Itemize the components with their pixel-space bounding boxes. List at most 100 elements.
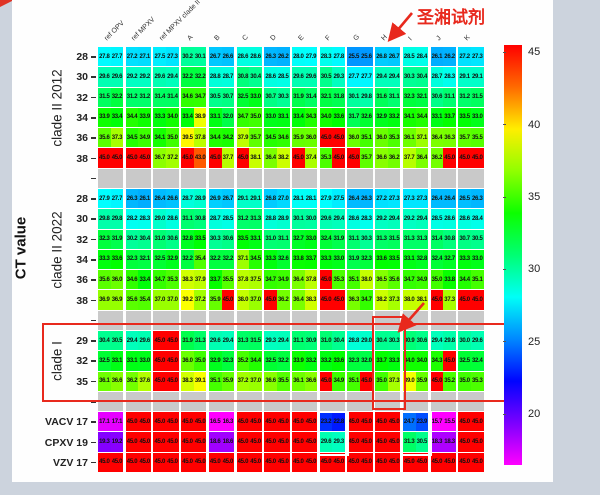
heatmap-cell: 35.1 [470,270,484,290]
heatmap-cell: 45.0 [304,412,318,432]
heatmap-cell: 34.3 [304,107,318,128]
heatmap-cell: 26.3 [264,47,277,67]
heatmap-cell: 45.0 [153,432,167,452]
heatmap-cell: 25.5 [347,47,361,67]
heatmap-cell: 33.1 [430,107,444,128]
heatmap-cell: 18.6 [221,432,235,452]
heatmap-cell: 45.0 [387,452,401,472]
heatmap-cell: 38.3 [304,290,318,310]
colorbar-tick-mark [503,413,506,415]
colorbar-tick-mark [503,124,506,126]
heatmap-cell: 29.8 [360,87,373,107]
separator-cell [166,310,179,330]
heatmap-cell: 28.4 [415,47,429,67]
heatmap-cell: 24.7 [402,412,416,432]
heatmap-cell: 45.0 [236,432,250,452]
heatmap-cell: 36.4 [292,270,305,290]
heatmap-cell: 45.0 [221,452,235,472]
heatmap-cell: 45.0 [360,371,373,391]
heatmap-cell: 27.9 [304,47,318,67]
heatmap-cell: 33.9 [292,351,305,371]
heatmap-cell: 45.0 [249,412,262,432]
heatmap-cell: 37.8 [193,128,207,148]
heatmap-cell: 45.0 [470,412,484,432]
heatmap-cell: 34.3 [430,351,444,371]
heatmap-cell: 28.6 [347,209,361,229]
heatmap-cell: 32.3 [125,249,139,270]
heatmap-cell: 29.4 [125,331,139,351]
heatmap-cell: 45.0 [443,452,456,472]
heatmap-cell: 28.1 [292,189,305,209]
heatmap-cell: 34.0 [415,351,429,371]
heatmap-cell: 36.4 [264,148,277,168]
heatmap-cell: 27.8 [332,47,346,67]
separator-cell [292,168,305,188]
heatmap-cell: 33.0 [264,107,277,128]
heatmap-cell: 45.0 [166,331,179,351]
heatmap-cell: 36.4 [430,128,444,148]
heatmap-cell: 33.3 [458,249,471,270]
heatmap-cell: 35.0 [166,128,179,148]
heatmap-cell: 34.2 [221,128,235,148]
heatmap-cell: 35.7 [458,128,471,148]
separator-cell [304,168,318,188]
heatmap-cell: 37.2 [236,371,250,391]
heatmap-cell: 45.0 [236,412,250,432]
heatmap-cell: 30.3 [276,87,290,107]
heatmap-cell: 45.0 [110,148,124,168]
heatmap-cell: 45.0 [458,412,471,432]
heatmap-cell: 45.0 [430,371,444,391]
heatmap-cell: 34.4 [249,351,262,371]
separator-cell [276,168,290,188]
row-tick-mark [91,299,96,302]
heatmap-cell: 38.2 [276,148,290,168]
heatmap-cell: 45.0 [264,290,277,310]
heatmap-cell: 27.7 [110,47,124,67]
row-tick-mark [91,177,96,180]
heatmap-cell: 45.0 [292,148,305,168]
heatmap-cell: 31.5 [249,331,262,351]
heatmap-cell: 37.7 [402,148,416,168]
heatmap-cell: 35.2 [236,351,250,371]
heatmap-cell: 45.0 [347,412,361,432]
heatmap-cell: 33.2 [387,107,401,128]
heatmap-cell: 37.3 [443,290,456,310]
heatmap-cell: 32.2 [276,351,290,371]
heatmap-cell: 32.0 [221,107,235,128]
heatmap-cell: 29.2 [402,209,416,229]
row-tick-mark [91,279,96,281]
heatmap-cell: 29.4 [221,331,235,351]
separator-cell [236,310,250,330]
heatmap-cell: 45.0 [360,412,373,432]
heatmap-cell: 45.0 [138,148,152,168]
heatmap-cell: 30.2 [181,47,194,67]
heatmap-cell: 35.0 [458,371,471,391]
separator-cell [193,310,207,330]
heatmap-cell: 29.3 [332,67,346,87]
heatmap-cell: 45.0 [221,290,235,310]
heatmap-cell: 30.3 [208,229,222,249]
heatmap-cell: 31.6 [375,87,388,107]
separator-cell [292,310,305,330]
heatmap-cell: 27.2 [375,189,388,209]
heatmap-cell: 31.9 [110,229,124,249]
heatmap-cell: 35.5 [276,371,290,391]
heatmap-cell: 34.5 [125,128,139,148]
heatmap-cell: 31.0 [153,229,167,249]
heatmap-cell: 33.1 [402,249,416,270]
colorbar-tick-label: 25 [528,335,541,348]
heatmap-cell: 33.0 [470,249,484,270]
heatmap-cell: 28.6 [166,209,179,229]
separator-cell [208,310,222,330]
heatmap-cell: 28.9 [276,209,290,229]
heatmap-cell: 32.3 [98,229,111,249]
heatmap-cell: 29.6 [292,67,305,87]
heatmap-cell: 29.1 [249,189,262,209]
heatmap-cell: 26.3 [360,189,373,209]
heatmap-cell: 29.4 [387,67,401,87]
heatmap-cell: 27.7 [110,189,124,209]
heatmap-cell: 45.0 [458,290,471,310]
heatmap-cell: 29.4 [166,67,179,87]
separator-cell [458,310,471,330]
heatmap-cell: 26.6 [221,47,235,67]
